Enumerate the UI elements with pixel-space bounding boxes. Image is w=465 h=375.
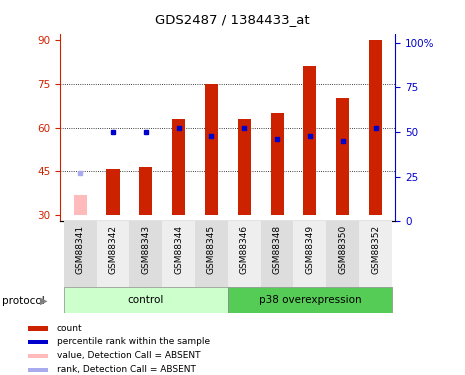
Bar [162,221,195,287]
Bar [27,368,47,372]
Text: control: control [127,295,164,305]
Bar [205,84,218,215]
Bar [27,340,47,344]
Text: GSM88343: GSM88343 [141,225,150,274]
Text: count: count [57,324,82,333]
Bar [97,221,129,287]
Bar [228,287,392,313]
Bar [261,221,293,287]
Bar [129,221,162,287]
Bar [27,327,47,330]
Text: value, Detection Call = ABSENT: value, Detection Call = ABSENT [57,351,200,360]
Text: GSM88349: GSM88349 [306,225,314,274]
Text: GSM88348: GSM88348 [272,225,282,274]
Text: GSM88341: GSM88341 [76,225,85,274]
Bar [293,221,326,287]
Bar [271,113,284,215]
Bar [172,119,185,215]
Text: GSM88350: GSM88350 [338,225,347,274]
Text: GDS2487 / 1384433_at: GDS2487 / 1384433_at [155,13,310,26]
Bar [73,195,86,215]
Text: GSM88346: GSM88346 [240,225,249,274]
Bar [64,287,228,313]
Bar [139,167,153,215]
Text: GSM88344: GSM88344 [174,225,183,273]
Bar [359,221,392,287]
Text: GSM88352: GSM88352 [371,225,380,274]
Text: rank, Detection Call = ABSENT: rank, Detection Call = ABSENT [57,365,195,374]
Bar [369,40,382,215]
Bar [228,221,261,287]
Text: GSM88345: GSM88345 [207,225,216,274]
Text: percentile rank within the sample: percentile rank within the sample [57,338,210,346]
Bar [303,66,317,215]
Text: ▶: ▶ [40,296,48,306]
Bar [64,221,97,287]
Text: GSM88342: GSM88342 [108,225,118,273]
Bar [336,98,349,215]
Bar [238,119,251,215]
Bar [195,221,228,287]
Text: p38 overexpression: p38 overexpression [259,295,361,305]
Bar [326,221,359,287]
Bar [27,354,47,358]
Text: protocol: protocol [2,296,45,306]
Bar [106,168,120,215]
